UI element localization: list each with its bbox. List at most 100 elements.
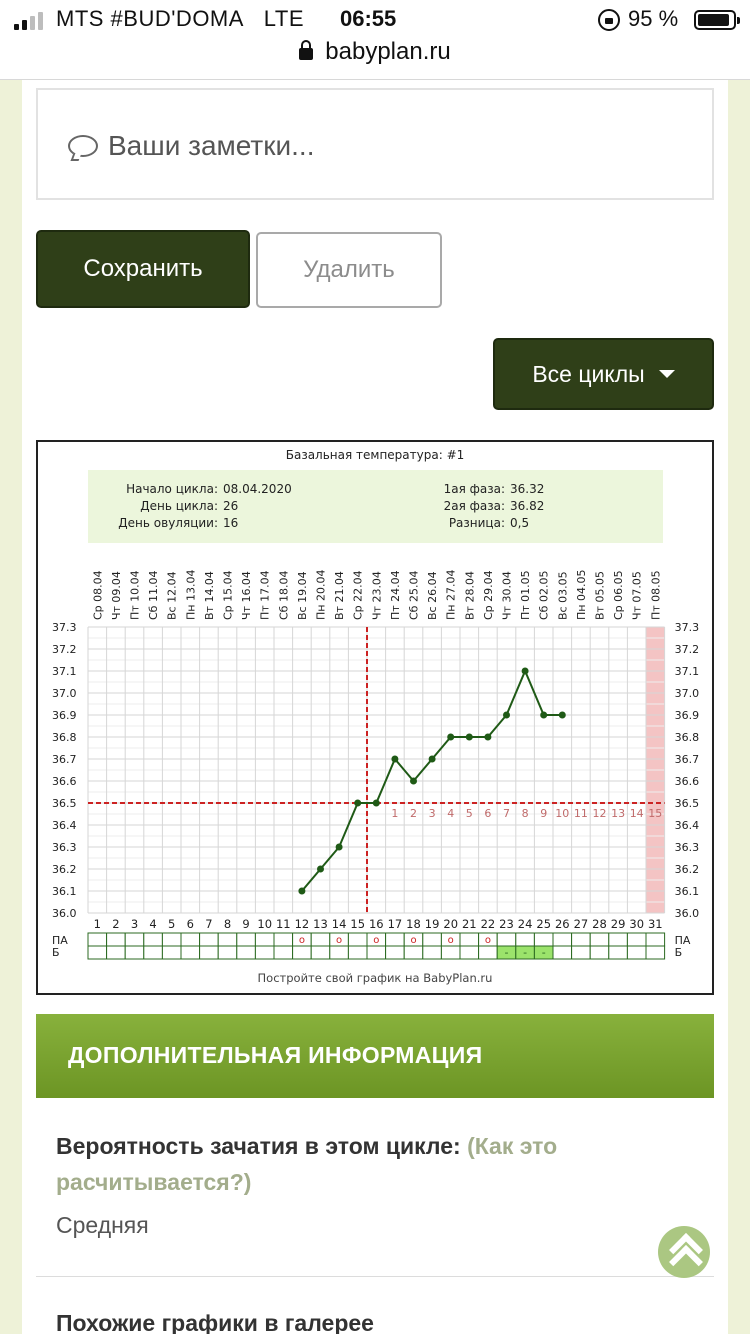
day-number: 29 — [611, 917, 626, 931]
cycle-day-label: День цикла: — [140, 499, 218, 513]
pa-cell — [645, 932, 666, 947]
day-number: 22 — [481, 917, 496, 931]
phase2-day-label: 11 — [574, 807, 588, 820]
date-label: Пт 10.04 — [129, 570, 142, 620]
pa-cell — [459, 932, 480, 947]
pa-cell — [161, 932, 182, 947]
y-tick-left: 36.9 — [52, 709, 77, 722]
notes-field[interactable]: Ваши заметки... — [36, 88, 714, 200]
temperature-point — [503, 711, 510, 719]
b-cell — [329, 945, 349, 960]
date-label: Пн 04.05 — [575, 570, 588, 620]
network-label: LTE — [263, 6, 304, 31]
scroll-to-top-button[interactable] — [658, 1226, 710, 1278]
day-number: 6 — [187, 917, 194, 931]
day-number: 20 — [443, 917, 458, 931]
phase2-day-label: 8 — [522, 807, 529, 820]
b-cell — [199, 945, 219, 960]
phase1-label: 1ая фаза: — [444, 482, 505, 496]
divider — [36, 1276, 714, 1277]
day-number: 28 — [592, 917, 607, 931]
phase2-day-label: 5 — [466, 807, 473, 820]
b-cell — [366, 945, 387, 960]
all-cycles-label: Все циклы — [532, 360, 645, 387]
b-cell — [422, 945, 442, 960]
y-tick-right: 37.1 — [675, 665, 700, 678]
date-label: Сб 25.04 — [408, 571, 421, 620]
b-cell — [292, 945, 312, 960]
save-button[interactable]: Сохранить — [36, 230, 250, 308]
all-cycles-dropdown[interactable]: Все циклы — [493, 338, 714, 410]
b-cell — [106, 945, 126, 960]
day-number: 26 — [555, 917, 570, 931]
y-tick-right: 36.6 — [675, 775, 700, 788]
day-number: 8 — [224, 917, 231, 931]
pa-cell — [273, 932, 294, 947]
pa-mark: o — [410, 935, 416, 946]
date-label: Пт 24.04 — [389, 570, 402, 620]
date-label: Чт 16.04 — [240, 571, 253, 620]
day-number: 21 — [462, 917, 477, 931]
temperature-point — [410, 777, 417, 785]
b-cell — [217, 945, 238, 960]
y-tick-left: 36.6 — [52, 775, 77, 788]
date-label: Вт 05.05 — [594, 571, 607, 620]
probability-help-link[interactable]: (Как это расчитывается?) — [56, 1133, 558, 1195]
day-number: 23 — [499, 917, 514, 931]
pa-cell — [496, 932, 517, 947]
caret-down-icon — [658, 370, 675, 378]
y-tick-right: 36.4 — [675, 819, 700, 832]
cycle-start-label: Начало цикла: — [126, 482, 218, 496]
pa-cell — [124, 932, 145, 947]
pa-cell — [385, 932, 405, 947]
date-label: Пн 20.04 — [315, 570, 328, 620]
ovulation-day-label: День овуляции: — [118, 516, 218, 530]
date-label: Пн 27.04 — [445, 570, 458, 620]
date-label: Пт 01.05 — [519, 570, 532, 620]
pa-cell — [552, 932, 573, 947]
b-cell — [273, 945, 294, 960]
additional-info-title: ДОПОЛНИТЕЛЬНАЯ ИНФОРМАЦИЯ — [68, 1042, 483, 1068]
date-label: Сб 11.04 — [147, 571, 160, 620]
date-label: Вс 03.05 — [556, 571, 569, 620]
y-tick-right: 36.1 — [675, 885, 700, 898]
phase1-value: 36.32 — [510, 482, 544, 496]
url-text: babyplan.ru — [325, 38, 451, 65]
chart-info-box — [88, 470, 663, 543]
day-number: 25 — [536, 917, 551, 931]
date-label: Вс 12.04 — [166, 571, 179, 620]
notes-placeholder: Ваши заметки... — [108, 130, 315, 161]
probability-label: Вероятность зачатия в этом цикле: — [56, 1133, 461, 1159]
phase2-day-label: 7 — [503, 807, 510, 820]
day-number: 4 — [149, 917, 156, 931]
status-bar: MTS #BUD'DOMA LTE 06:55 95 % babyplan.ru — [0, 0, 750, 80]
phase2-day-label: 1 — [391, 807, 398, 820]
address-bar[interactable]: babyplan.ru — [0, 38, 750, 66]
day-number: 12 — [295, 917, 310, 931]
phase2-day-label: 12 — [593, 807, 607, 820]
date-label: Вт 21.04 — [333, 571, 346, 620]
b-cell — [552, 945, 573, 960]
pa-cell — [608, 932, 628, 947]
pa-cell — [217, 932, 238, 947]
bbt-chart: Базальная температура: #1 Начало цикла: 08… — [36, 440, 714, 995]
temperature-point — [540, 711, 548, 719]
b-cell — [143, 945, 163, 960]
pa-row-label-right: ПА — [675, 934, 691, 947]
y-tick-left: 36.0 — [52, 907, 77, 920]
y-tick-left: 36.2 — [52, 863, 77, 876]
date-label: Ср 29.04 — [482, 570, 495, 620]
b-cell — [347, 945, 368, 960]
chart-title: Базальная температура: #1 — [286, 448, 465, 462]
b-cell — [236, 945, 256, 960]
date-label: Вт 28.04 — [463, 571, 476, 620]
day-number: 27 — [574, 917, 589, 931]
pa-cell — [87, 932, 108, 947]
delete-button[interactable]: Удалить — [256, 232, 442, 308]
date-label: Вс 19.04 — [296, 571, 309, 620]
date-label: Чт 23.04 — [370, 571, 383, 620]
chart-footer: Постройте свой график на BabyPlan.ru — [258, 971, 493, 985]
y-tick-right: 37.0 — [675, 687, 700, 700]
day-number: 31 — [648, 917, 663, 931]
carrier-label: MTS #BUD'DOMA LTE — [56, 6, 304, 31]
